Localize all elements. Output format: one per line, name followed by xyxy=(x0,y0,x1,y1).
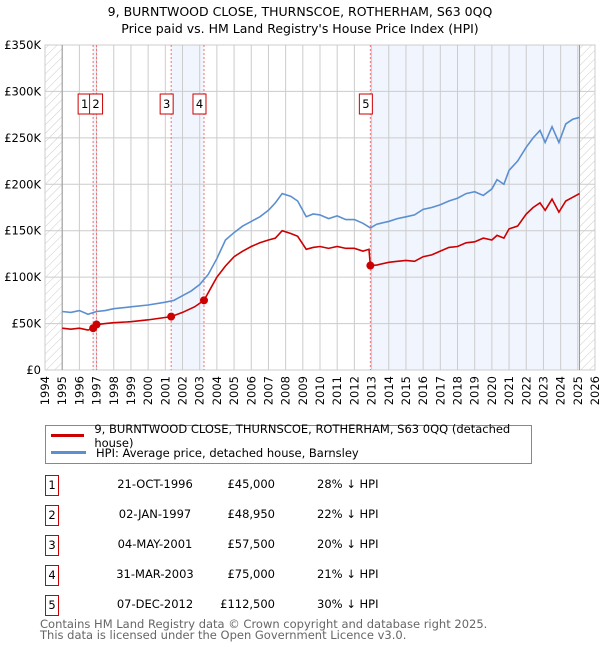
x-tick-label: 2019 xyxy=(468,376,482,405)
y-tick-label: £250K xyxy=(4,131,41,145)
sale-price: £75,000 xyxy=(227,567,275,581)
sale-hpi-diff: 28% ↓ HPI xyxy=(317,477,379,491)
chart-title: 9, BURNTWOOD CLOSE, THURNSCOE, ROTHERHAM… xyxy=(0,3,600,37)
sale-label-box xyxy=(358,93,373,115)
y-tick-label: £150K xyxy=(4,224,41,238)
x-tick-label: 2022 xyxy=(519,376,533,405)
subtitle: Price paid vs. HM Land Registry's House … xyxy=(121,21,479,36)
sale-label: 3 xyxy=(163,97,170,111)
legend: 9, BURNTWOOD CLOSE, THURNSCOE, ROTHERHAM… xyxy=(45,422,532,464)
legend-swatch-blue xyxy=(51,451,86,454)
x-tick-label: 2010 xyxy=(313,376,327,405)
hatch-right xyxy=(579,45,595,370)
chart: 1994 1995 1996 1997 1998 1999 2000 2001 2002 2003… xyxy=(4,38,600,405)
x-tick-label: 2021 xyxy=(502,376,516,405)
sale-hpi-diff: 22% ↓ HPI xyxy=(317,507,379,521)
x-tick-label: 1999 xyxy=(124,376,138,405)
x-tick-label: 2008 xyxy=(279,376,293,405)
x-tick-label: 2007 xyxy=(261,376,275,405)
legend-property: 9, BURNTWOOD CLOSE, THURNSCOE, ROTHERHAM… xyxy=(46,422,531,450)
x-tick-label: 2014 xyxy=(382,376,396,405)
y-tick-label: £300K xyxy=(4,84,41,98)
x-tick-label: 2005 xyxy=(227,376,241,405)
y-tick-label: £0 xyxy=(26,363,41,377)
footer-line2: This data is licensed under the Open Gov… xyxy=(40,627,407,642)
x-tick-label: 2018 xyxy=(451,376,465,405)
sale-number: 4 xyxy=(45,565,59,586)
legend-label: 9, BURNTWOOD CLOSE, THURNSCOE, ROTHERHAM… xyxy=(94,421,511,450)
table-row: 1 21-OCT-1996 £45,000 28% ↓ HPI xyxy=(45,475,445,497)
sale-label-box xyxy=(159,93,174,115)
sale-number: 1 xyxy=(45,475,59,496)
sale-label: 1 xyxy=(81,97,88,111)
y-tick-label: £100K xyxy=(4,270,41,284)
x-tick-label: 2001 xyxy=(158,376,172,405)
x-tick-label: 2023 xyxy=(536,376,550,405)
sale-date: 04-MAY-2001 xyxy=(117,537,193,551)
property-line xyxy=(62,192,580,331)
sale-hpi-diff: 30% ↓ HPI xyxy=(317,597,379,611)
x-tick-label: 2017 xyxy=(433,376,447,405)
sale-point xyxy=(167,312,176,321)
sale-hpi-diff: 21% ↓ HPI xyxy=(317,567,379,581)
sale-label: 5 xyxy=(362,97,369,111)
y-tick-label: £350K xyxy=(4,38,41,52)
sale-label: 2 xyxy=(92,97,99,111)
x-tick-label: 2012 xyxy=(347,376,361,405)
sale-date: 07-DEC-2012 xyxy=(116,597,194,611)
x-tick-label: 2025 xyxy=(571,376,585,405)
shaded-period xyxy=(93,45,97,370)
hpi-line xyxy=(62,116,580,316)
x-tick-label: 2015 xyxy=(399,376,413,405)
x-tick-label: 2016 xyxy=(416,376,430,405)
x-tick-label: 2011 xyxy=(330,376,344,405)
y-tick-label: £50K xyxy=(12,317,42,331)
legend-hpi: HPI: Average price, detached house, Barn… xyxy=(46,444,359,461)
sale-label: 4 xyxy=(196,97,203,111)
hatch-left xyxy=(45,45,63,370)
x-tick-label: 2009 xyxy=(296,376,310,405)
sale-price: £45,000 xyxy=(227,477,275,491)
sale-number: 5 xyxy=(45,595,59,616)
footer: Contains HM Land Registry data © Crown c… xyxy=(40,619,487,640)
x-tick-label: 1994 xyxy=(38,376,52,405)
x-tick-label: 2002 xyxy=(176,376,190,405)
x-tick-label: 1996 xyxy=(72,376,86,405)
sale-price: £48,950 xyxy=(227,507,275,521)
title: 9, BURNTWOOD CLOSE, THURNSCOE, ROTHERHAM… xyxy=(107,4,493,19)
x-tick-label: 2006 xyxy=(244,376,258,405)
y-tick-label: £200K xyxy=(4,177,41,191)
x-tick-label: 2020 xyxy=(485,376,499,405)
sale-date: 21-OCT-1996 xyxy=(117,477,193,491)
legend-swatch-red xyxy=(51,434,85,437)
x-tick-label: 1998 xyxy=(107,376,121,405)
x-tick-label: 2000 xyxy=(141,376,155,405)
x-tick-label: 2026 xyxy=(588,376,600,405)
footer-line1: Contains HM Land Registry data © Crown c… xyxy=(40,617,488,631)
sale-date: 02-JAN-1997 xyxy=(118,507,192,521)
x-tick-label: 2003 xyxy=(193,376,207,405)
table-row: 2 02-JAN-1997 £48,950 22% ↓ HPI xyxy=(45,505,445,527)
sale-hpi-diff: 20% ↓ HPI xyxy=(317,537,379,551)
x-tick-label: 2004 xyxy=(210,376,224,405)
sale-number: 2 xyxy=(45,505,59,526)
sale-label-box xyxy=(192,93,207,115)
x-tick-label: 1995 xyxy=(55,376,69,405)
x-tick-label: 2013 xyxy=(365,376,379,405)
sale-point xyxy=(366,261,375,270)
sale-point xyxy=(92,320,101,329)
legend-label: HPI: Average price, detached house, Barn… xyxy=(96,445,359,460)
sale-label-box xyxy=(89,93,104,115)
x-tick-label: 1997 xyxy=(90,376,104,405)
sale-number: 3 xyxy=(45,535,59,556)
sale-point xyxy=(199,296,208,305)
table-row: 5 07-DEC-2012 £112,500 30% ↓ HPI xyxy=(45,595,445,617)
sale-price: £112,500 xyxy=(220,597,275,611)
sale-price: £57,500 xyxy=(227,537,275,551)
sale-date: 31-MAR-2003 xyxy=(116,567,194,581)
x-tick-label: 2024 xyxy=(554,376,568,405)
table-row: 3 04-MAY-2001 £57,500 20% ↓ HPI xyxy=(45,535,445,557)
table-row: 4 31-MAR-2003 £75,000 21% ↓ HPI xyxy=(45,565,445,587)
